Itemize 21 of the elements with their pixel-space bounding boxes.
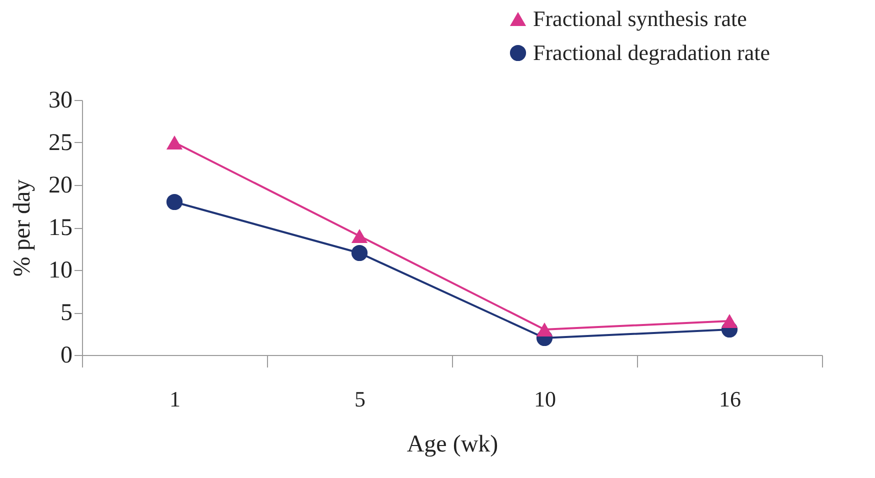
y-tick-label: 15 — [48, 215, 72, 241]
x-axis-title: Age (wk) — [406, 432, 498, 458]
y-tick-label: 30 — [48, 88, 72, 114]
point — [351, 244, 368, 262]
point — [166, 136, 183, 150]
x-tick-label: 10 — [534, 386, 556, 412]
x-tick-label: 16 — [719, 386, 741, 412]
point — [351, 229, 368, 243]
point — [166, 194, 183, 210]
y-tick-label: 0 — [60, 342, 72, 368]
legend-label: Fractional synthesis rate — [533, 6, 747, 31]
y-tick-label: 25 — [48, 130, 72, 156]
x-tick-label: 1 — [170, 386, 180, 412]
y-tick-label: 5 — [60, 300, 72, 326]
x-tick-label: 5 — [354, 386, 366, 412]
point — [721, 314, 738, 328]
legend-label: Fractional degradation rate — [533, 40, 770, 65]
y-tick-label: 10 — [48, 258, 72, 284]
point — [536, 322, 553, 336]
y-axis-title: % per day — [10, 179, 36, 277]
y-tick-label: 20 — [48, 172, 72, 198]
